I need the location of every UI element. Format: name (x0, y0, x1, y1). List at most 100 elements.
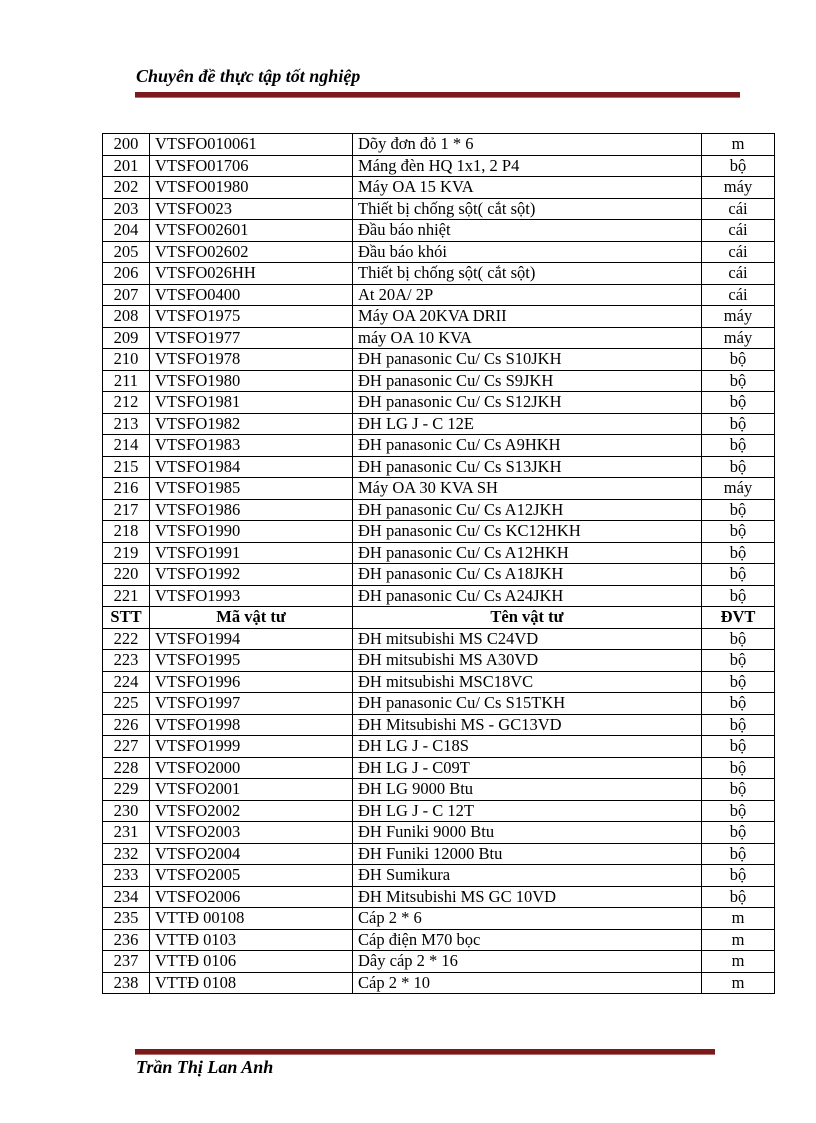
cell-code: VTSFO2001 (149, 778, 353, 801)
table-row: 233 VTSFO2005 ĐH Sumikura bộ (102, 864, 775, 887)
cell-name: Thiết bị chống sột( cắt sột) (352, 262, 702, 285)
cell-stt: 229 (102, 778, 150, 801)
cell-stt: 211 (102, 369, 150, 392)
cell-unit: m (701, 907, 775, 930)
cell-code: VTSFO1975 (149, 305, 353, 328)
cell-code: VTSFO1986 (149, 498, 353, 521)
cell-unit: bộ (701, 520, 775, 543)
cell-stt: 234 (102, 885, 150, 908)
cell-name: ĐH Mitsubishi MS - GC13VD (352, 713, 702, 736)
column-header: STT (102, 606, 150, 629)
cell-name: ĐH panasonic Cu/ Cs S9JKH (352, 369, 702, 392)
table-row: 226 VTSFO1998 ĐH Mitsubishi MS - GC13VD bộ (102, 713, 775, 736)
cell-unit: bộ (701, 649, 775, 672)
cell-unit: máy (701, 326, 775, 349)
column-header: Tên vật tư (352, 606, 702, 629)
cell-stt: 216 (102, 477, 150, 500)
cell-name: ĐH LG J - C09T (352, 756, 702, 779)
table-row: 231 VTSFO2003 ĐH Funiki 9000 Btu bộ (102, 821, 775, 844)
cell-stt: 215 (102, 455, 150, 478)
cell-unit: bộ (701, 434, 775, 457)
table-header-row: STT Mã vật tư Tên vật tư ĐVT (102, 606, 775, 629)
cell-code: VTSFO010061 (149, 133, 353, 156)
cell-name: Cáp 2 * 10 (352, 971, 702, 994)
cell-unit: bộ (701, 154, 775, 177)
table-row: 212 VTSFO1981 ĐH panasonic Cu/ Cs S12JKH bộ (102, 391, 775, 414)
cell-stt: 237 (102, 950, 150, 973)
cell-code: VTSFO026HH (149, 262, 353, 285)
table-row: 228 VTSFO2000 ĐH LG J - C09T bộ (102, 756, 775, 779)
cell-name: Đầu báo khói (352, 240, 702, 263)
cell-code: VTSFO1993 (149, 584, 353, 607)
cell-name: ĐH LG J - C 12T (352, 799, 702, 822)
cell-code: VTSFO2004 (149, 842, 353, 865)
table-row: 215 VTSFO1984 ĐH panasonic Cu/ Cs S13JKH bộ (102, 455, 775, 478)
table-row: 238 VTTĐ 0108 Cáp 2 * 10 m (102, 971, 775, 994)
cell-code: VTSFO023 (149, 197, 353, 220)
table-row: 220 VTSFO1992 ĐH panasonic Cu/ Cs A18JKH bộ (102, 563, 775, 586)
cell-name: Cáp điện M70 bọc (352, 928, 702, 951)
table-row: 237 VTTĐ 0106 Dây cáp 2 * 16 m (102, 950, 775, 973)
cell-name: Máy OA 20KVA DRII (352, 305, 702, 328)
cell-name: ĐH mitsubishi MS A30VD (352, 649, 702, 672)
table-row: 203 VTSFO023 Thiết bị chống sột( cắt sột) c… (102, 197, 775, 220)
cell-code: VTSFO01706 (149, 154, 353, 177)
cell-unit: bộ (701, 541, 775, 564)
cell-code: VTSFO01980 (149, 176, 353, 199)
cell-stt: 226 (102, 713, 150, 736)
cell-code: VTTĐ 0106 (149, 950, 353, 973)
table-row: 219 VTSFO1991 ĐH panasonic Cu/ Cs A12HKH bộ (102, 541, 775, 564)
cell-code: VTSFO1996 (149, 670, 353, 693)
column-header: ĐVT (701, 606, 775, 629)
cell-stt: 230 (102, 799, 150, 822)
cell-name: ĐH Sumikura (352, 864, 702, 887)
cell-code: VTSFO02602 (149, 240, 353, 263)
cell-unit: bộ (701, 455, 775, 478)
header-rule (135, 92, 740, 98)
cell-name: Máy OA 30 KVA SH (352, 477, 702, 500)
cell-code: VTTĐ 0108 (149, 971, 353, 994)
cell-name: máy OA 10 KVA (352, 326, 702, 349)
cell-code: VTSFO2000 (149, 756, 353, 779)
cell-name: ĐH panasonic Cu/ Cs S10JKH (352, 348, 702, 371)
cell-name: Đầu báo nhiệt (352, 219, 702, 242)
table-row: 218 VTSFO1990 ĐH panasonic Cu/ Cs KC12HKH b… (102, 520, 775, 543)
table-row: 234 VTSFO2006 ĐH Mitsubishi MS GC 10VD bộ (102, 885, 775, 908)
cell-code: VTTĐ 00108 (149, 907, 353, 930)
cell-name: Cáp 2 * 6 (352, 907, 702, 930)
cell-code: VTSFO1978 (149, 348, 353, 371)
cell-unit: bộ (701, 735, 775, 758)
cell-name: ĐH mitsubishi MSC18VC (352, 670, 702, 693)
cell-unit: bộ (701, 821, 775, 844)
table-row: 208 VTSFO1975 Máy OA 20KVA DRII máy (102, 305, 775, 328)
table-row: 225 VTSFO1997 ĐH panasonic Cu/ Cs S15TKH bộ (102, 692, 775, 715)
cell-unit: máy (701, 477, 775, 500)
cell-stt: 227 (102, 735, 150, 758)
cell-stt: 224 (102, 670, 150, 693)
cell-code: VTSFO1977 (149, 326, 353, 349)
cell-code: VTSFO1990 (149, 520, 353, 543)
cell-unit: bộ (701, 369, 775, 392)
cell-stt: 212 (102, 391, 150, 414)
cell-unit: máy (701, 176, 775, 199)
cell-code: VTSFO2002 (149, 799, 353, 822)
table-row: 229 VTSFO2001 ĐH LG 9000 Btu bộ (102, 778, 775, 801)
cell-unit: m (701, 133, 775, 156)
footer-rule (135, 1049, 715, 1055)
cell-unit: bộ (701, 864, 775, 887)
materials-table: 200 VTSFO010061 Dõy đơn đỏ 1 * 6 m 201 VTSFO0… (102, 133, 775, 994)
cell-code: VTSFO1981 (149, 391, 353, 414)
table-row: 232 VTSFO2004 ĐH Funiki 12000 Btu bộ (102, 842, 775, 865)
cell-unit: bộ (701, 412, 775, 435)
cell-code: VTSFO2005 (149, 864, 353, 887)
cell-name: ĐH LG J - C18S (352, 735, 702, 758)
cell-unit: m (701, 971, 775, 994)
cell-stt: 232 (102, 842, 150, 865)
cell-code: VTSFO0400 (149, 283, 353, 306)
table-row: 224 VTSFO1996 ĐH mitsubishi MSC18VC bộ (102, 670, 775, 693)
cell-unit: m (701, 950, 775, 973)
cell-stt: 218 (102, 520, 150, 543)
cell-name: ĐH mitsubishi MS C24VD (352, 627, 702, 650)
cell-name: ĐH Mitsubishi MS GC 10VD (352, 885, 702, 908)
